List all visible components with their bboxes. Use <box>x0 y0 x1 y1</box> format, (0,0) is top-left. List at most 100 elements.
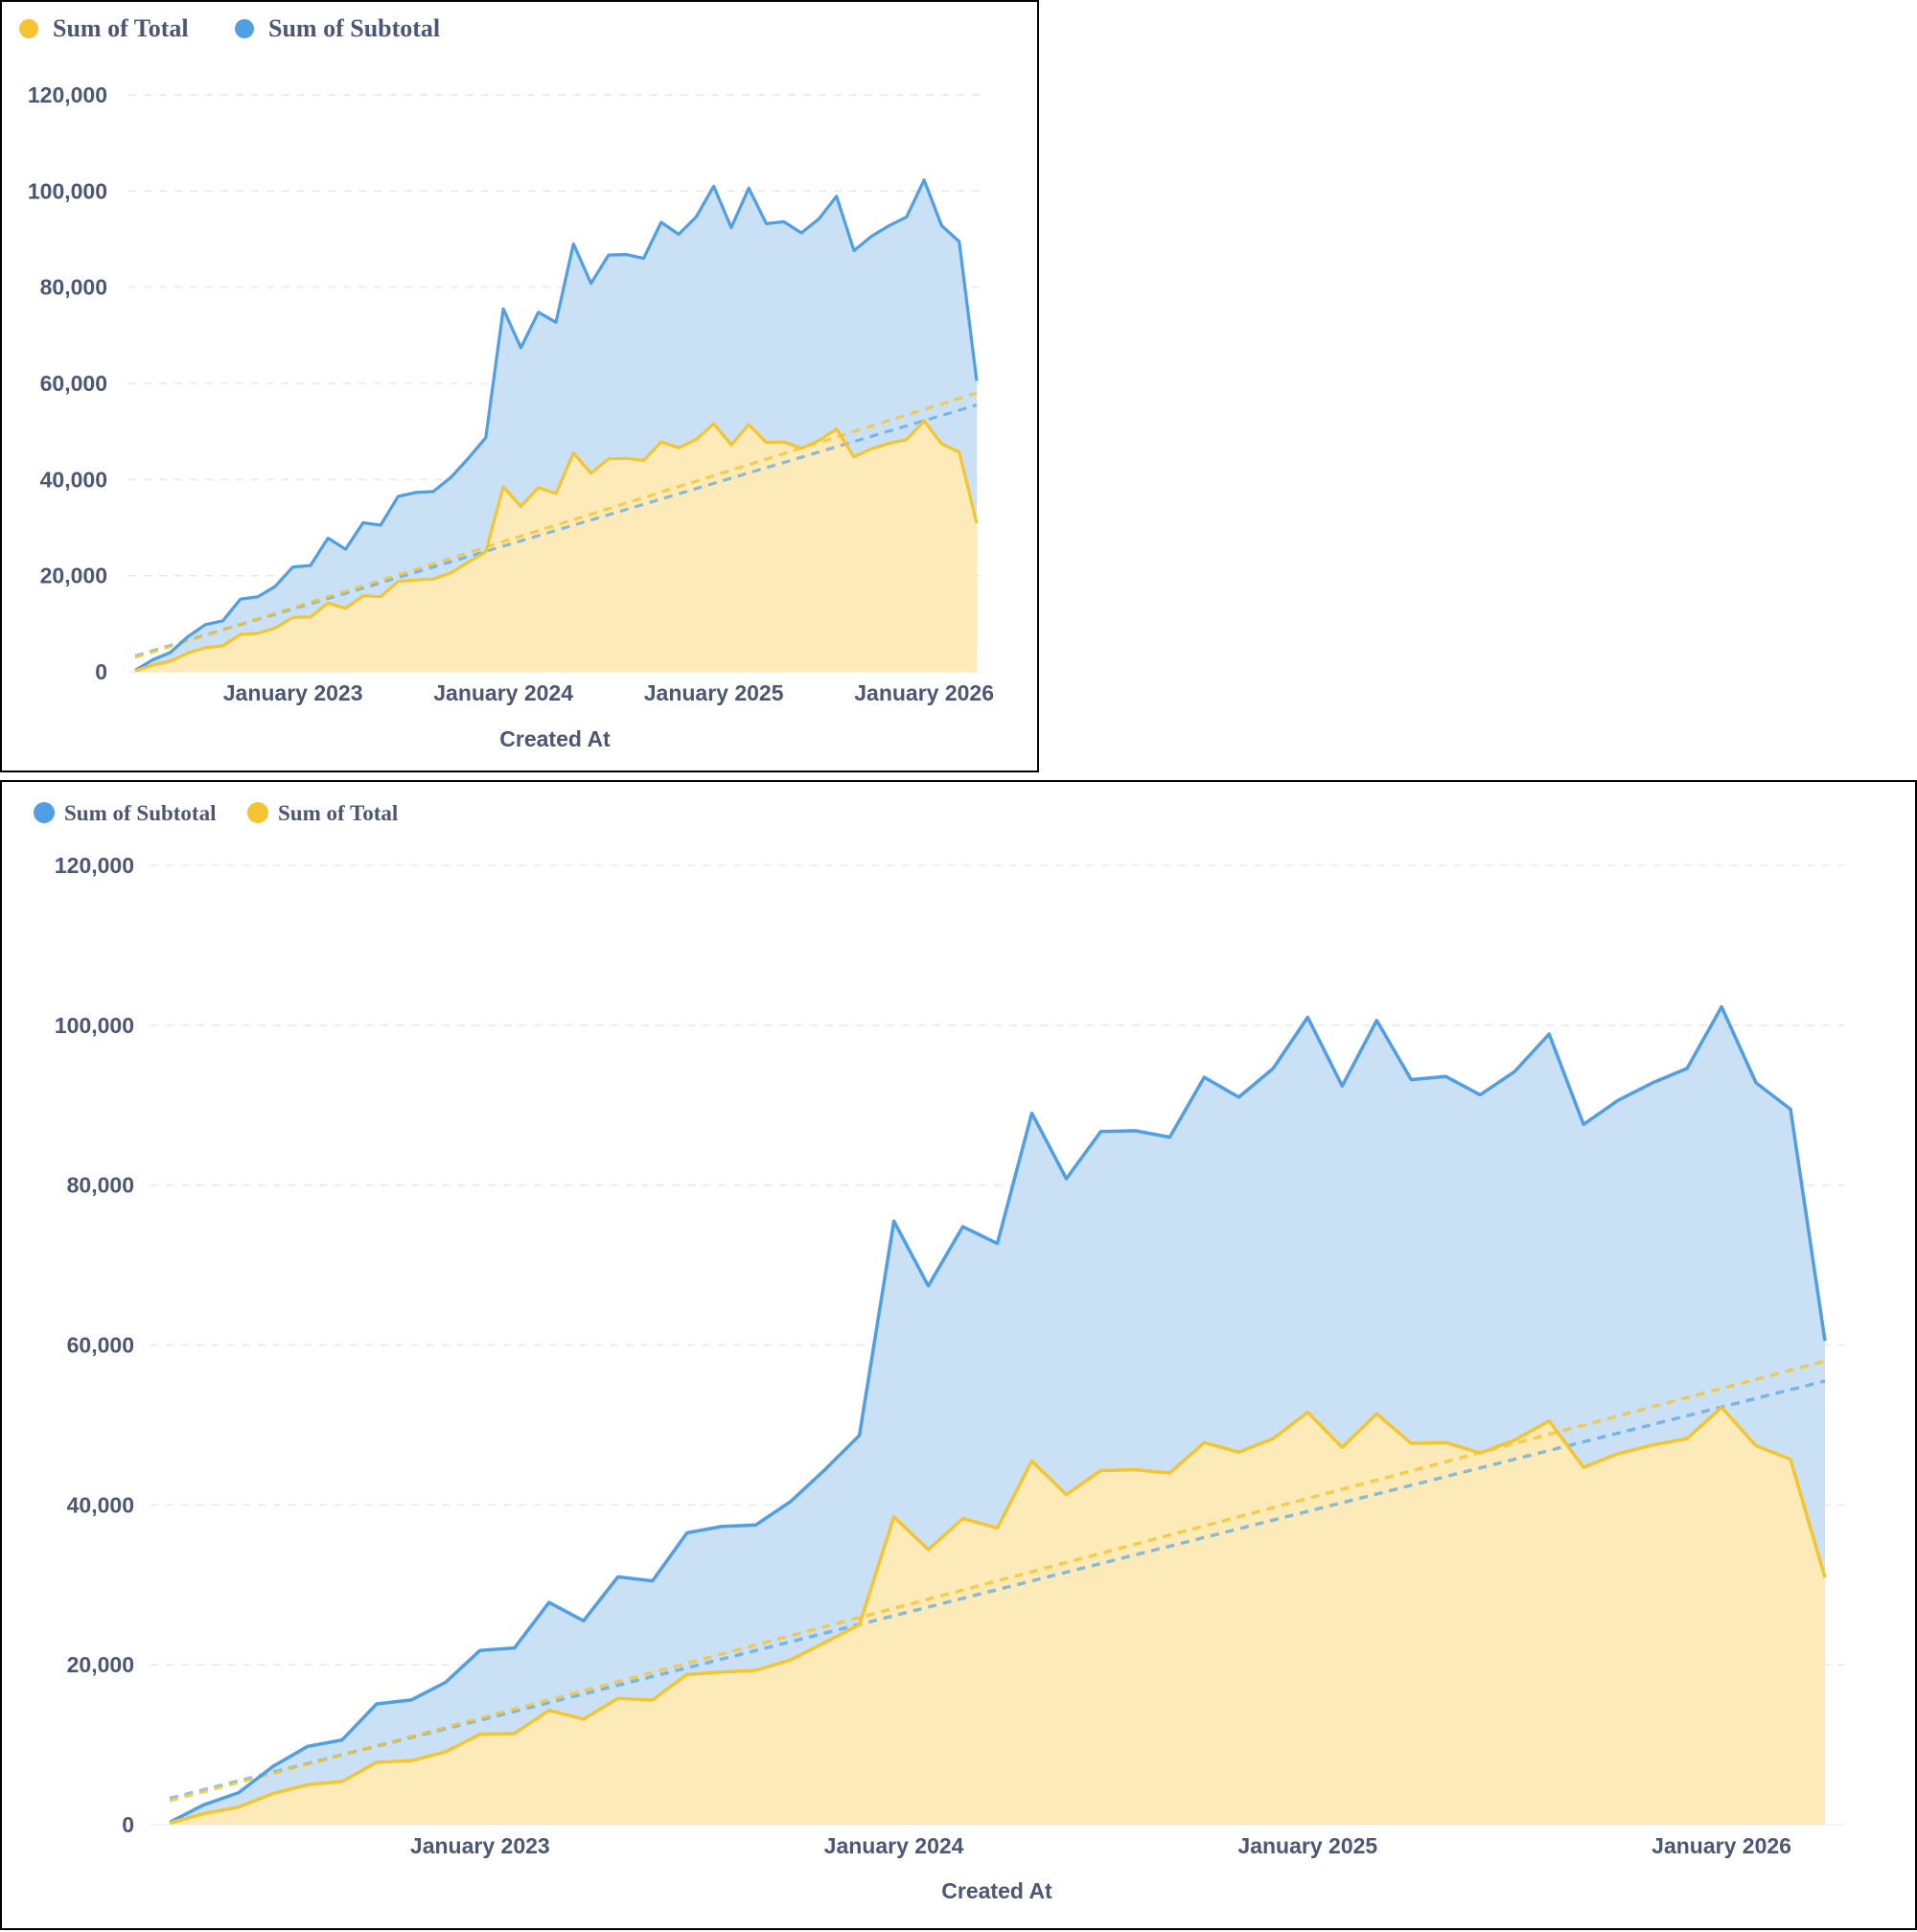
total-data-point[interactable] <box>1614 1450 1622 1458</box>
total-data-point[interactable] <box>925 1546 933 1553</box>
total-data-point[interactable] <box>1683 1435 1691 1442</box>
subtotal-data-point[interactable] <box>850 247 858 255</box>
legend-subtotal-dot[interactable] <box>235 19 254 38</box>
subtotal-data-point[interactable] <box>780 218 788 225</box>
total-data-point[interactable] <box>476 1731 484 1738</box>
subtotal-data-point[interactable] <box>1373 1017 1380 1024</box>
subtotal-data-point[interactable] <box>1338 1082 1346 1090</box>
total-data-point[interactable] <box>580 1715 588 1723</box>
total-data-point[interactable] <box>237 631 244 638</box>
subtotal-data-point[interactable] <box>1614 1096 1622 1104</box>
total-data-point[interactable] <box>833 426 841 433</box>
total-data-point[interactable] <box>787 1656 795 1664</box>
total-data-point[interactable] <box>867 445 875 452</box>
total-data-point[interactable] <box>269 1789 277 1797</box>
subtotal-data-point[interactable] <box>1235 1093 1242 1101</box>
subtotal-data-point[interactable] <box>511 1644 519 1652</box>
subtotal-data-point[interactable] <box>324 535 332 542</box>
total-data-point[interactable] <box>1511 1437 1518 1444</box>
total-data-point[interactable] <box>535 484 543 492</box>
total-data-point[interactable] <box>994 1525 1002 1532</box>
subtotal-data-point[interactable] <box>482 434 490 442</box>
subtotal-data-point[interactable] <box>903 213 911 220</box>
subtotal-data-point[interactable] <box>797 229 805 237</box>
subtotal-data-point[interactable] <box>815 215 822 222</box>
legend-subtotal-label[interactable]: Sum of Subtotal <box>64 801 216 825</box>
total-data-point[interactable] <box>821 1639 829 1646</box>
total-data-point[interactable] <box>373 1759 381 1766</box>
subtotal-data-point[interactable] <box>710 182 718 190</box>
subtotal-data-point[interactable] <box>269 1762 277 1770</box>
subtotal-data-point[interactable] <box>552 318 560 326</box>
legend-total-dot[interactable] <box>19 19 38 38</box>
subtotal-data-point[interactable] <box>1545 1030 1553 1038</box>
subtotal-data-point[interactable] <box>821 1466 829 1474</box>
subtotal-data-point[interactable] <box>886 221 893 229</box>
subtotal-data-point[interactable] <box>394 493 402 500</box>
legend-total-label[interactable]: Sum of Total <box>53 14 189 42</box>
total-data-point[interactable] <box>692 436 700 444</box>
subtotal-data-point[interactable] <box>517 344 524 352</box>
subtotal-data-point[interactable] <box>833 193 841 200</box>
total-data-point[interactable] <box>324 599 332 607</box>
total-data-point[interactable] <box>442 1748 450 1756</box>
total-data-point[interactable] <box>1545 1417 1553 1425</box>
subtotal-data-point[interactable] <box>1062 1175 1070 1183</box>
subtotal-data-point[interactable] <box>184 632 192 640</box>
total-data-point[interactable] <box>639 456 647 464</box>
total-data-point[interactable] <box>482 548 490 556</box>
subtotal-data-point[interactable] <box>254 593 262 601</box>
subtotal-data-point[interactable] <box>377 521 384 529</box>
subtotal-data-point[interactable] <box>639 255 647 263</box>
subtotal-data-point[interactable] <box>675 230 682 238</box>
subtotal-data-point[interactable] <box>683 1530 691 1537</box>
total-data-point[interactable] <box>903 436 911 444</box>
legend-subtotal-label[interactable]: Sum of Subtotal <box>268 14 440 42</box>
total-data-point[interactable] <box>552 490 560 497</box>
total-data-point[interactable] <box>658 438 665 446</box>
subtotal-data-point[interactable] <box>442 1679 450 1687</box>
total-data-point[interactable] <box>649 1696 657 1704</box>
subtotal-data-point[interactable] <box>622 251 630 259</box>
subtotal-data-point[interactable] <box>235 1789 243 1797</box>
subtotal-data-point[interactable] <box>1511 1068 1518 1075</box>
subtotal-data-point[interactable] <box>1166 1134 1173 1141</box>
total-data-point[interactable] <box>752 1667 760 1674</box>
total-data-point[interactable] <box>511 1730 519 1737</box>
total-data-point[interactable] <box>338 1778 346 1785</box>
subtotal-data-point[interactable] <box>499 305 507 312</box>
total-data-point[interactable] <box>856 1621 864 1628</box>
total-data-point[interactable] <box>1131 1466 1139 1474</box>
subtotal-data-point[interactable] <box>959 1223 967 1230</box>
subtotal-data-point[interactable] <box>1821 1337 1829 1345</box>
subtotal-data-point[interactable] <box>237 595 244 603</box>
subtotal-data-point[interactable] <box>465 454 473 462</box>
subtotal-data-point[interactable] <box>307 562 314 569</box>
total-data-point[interactable] <box>447 569 454 577</box>
legend-total-label[interactable]: Sum of Total <box>278 801 398 825</box>
total-data-point[interactable] <box>131 667 139 675</box>
total-data-point[interactable] <box>605 455 612 463</box>
total-data-point[interactable] <box>359 592 367 600</box>
total-data-point[interactable] <box>167 657 174 665</box>
total-data-point[interactable] <box>1787 1456 1794 1463</box>
subtotal-data-point[interactable] <box>580 1617 588 1624</box>
total-data-point[interactable] <box>588 470 595 477</box>
subtotal-data-point[interactable] <box>167 649 174 656</box>
total-data-point[interactable] <box>1373 1410 1380 1417</box>
subtotal-data-point[interactable] <box>1649 1079 1656 1087</box>
subtotal-data-point[interactable] <box>535 309 543 316</box>
subtotal-data-point[interactable] <box>1752 1079 1760 1087</box>
total-data-point[interactable] <box>850 453 858 461</box>
total-data-point[interactable] <box>545 1707 553 1714</box>
subtotal-data-point[interactable] <box>973 377 981 384</box>
total-data-point[interactable] <box>1752 1442 1760 1450</box>
total-data-point[interactable] <box>407 1757 415 1764</box>
total-data-point[interactable] <box>569 449 577 457</box>
subtotal-data-point[interactable] <box>745 184 752 192</box>
total-data-point[interactable] <box>307 613 314 621</box>
total-data-point[interactable] <box>1304 1409 1311 1416</box>
total-data-point[interactable] <box>166 1819 173 1827</box>
total-data-point[interactable] <box>219 642 226 650</box>
total-data-point[interactable] <box>718 1668 726 1676</box>
